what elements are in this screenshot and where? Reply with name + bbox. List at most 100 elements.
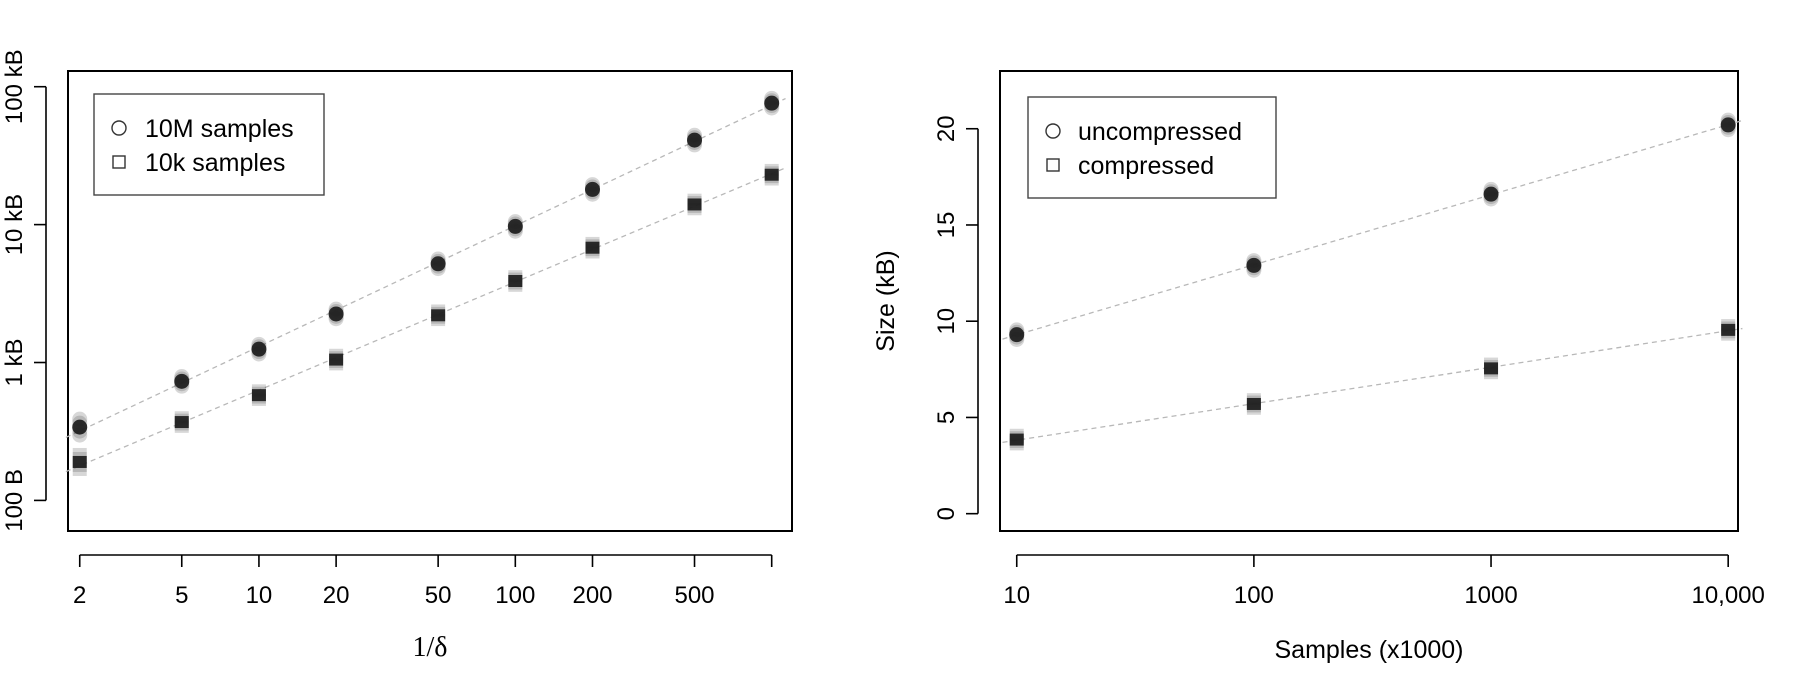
- circle-point: [1009, 322, 1025, 347]
- circle-point: [1246, 253, 1262, 278]
- circle-marker: [1246, 257, 1262, 273]
- square-marker: [431, 314, 446, 327]
- square-marker: [329, 355, 344, 368]
- circle-marker: [328, 308, 344, 324]
- circle-marker: [764, 98, 780, 114]
- square-marker: [687, 203, 702, 216]
- square-marker: [1246, 397, 1261, 410]
- circle-marker: [174, 373, 190, 389]
- x-tick-label: 200: [572, 582, 612, 609]
- circle-marker: [1720, 119, 1736, 135]
- circle-point: [764, 90, 780, 116]
- circle-point: [584, 177, 600, 202]
- circle-marker: [687, 132, 703, 148]
- left-legend-box: [93, 93, 325, 196]
- circle-marker: [1720, 122, 1736, 138]
- circle-marker: [1483, 186, 1499, 202]
- circle-marker: [328, 306, 344, 322]
- x-tick-label: 10: [1003, 582, 1030, 609]
- square-point: [251, 384, 266, 406]
- square-marker: [251, 393, 266, 406]
- circle-point: [251, 336, 267, 362]
- circle-point: [174, 369, 190, 394]
- x-tick-label: 10: [246, 582, 273, 609]
- circle-marker: [1246, 260, 1262, 276]
- x-tick-label: 500: [674, 582, 714, 609]
- legend-label-compressed: compressed: [1078, 152, 1214, 180]
- circle-marker: [584, 186, 600, 202]
- square-marker: [174, 418, 189, 431]
- square-marker: [1009, 438, 1024, 451]
- legend-circle-marker: [1045, 123, 1061, 139]
- square-marker: [1009, 433, 1024, 446]
- circle-marker: [251, 341, 267, 357]
- x-tick-label: 100: [495, 582, 535, 609]
- circle-marker: [251, 346, 267, 362]
- y-tick-label: 100 kB: [1, 49, 28, 124]
- right-data-points: [1009, 112, 1736, 451]
- circle-point: [328, 301, 344, 327]
- square-marker: [508, 275, 523, 288]
- x-tick-label: 2: [73, 582, 86, 609]
- square-point: [329, 348, 344, 371]
- square-marker: [174, 420, 189, 433]
- x-tick-label: 10,000: [1691, 582, 1764, 609]
- circle-marker: [1246, 262, 1262, 278]
- square-marker: [1246, 400, 1261, 413]
- circle-marker: [507, 223, 523, 239]
- trend-line: [65, 97, 786, 439]
- circle-marker: [1483, 191, 1499, 207]
- square-point: [431, 304, 446, 327]
- circle-marker: [430, 256, 446, 272]
- right-axes: 10 100 1000 10,000 0 5 10 15 20: [933, 115, 1765, 609]
- legend-square-marker: [1046, 158, 1060, 172]
- circle-marker: [72, 423, 88, 439]
- square-point: [687, 193, 702, 216]
- circle-marker: [72, 427, 88, 443]
- y-tick-label: 15: [933, 212, 960, 239]
- circle-marker: [72, 419, 88, 435]
- square-point: [585, 236, 600, 259]
- y-tick-label: 10: [933, 308, 960, 335]
- square-marker: [431, 309, 446, 322]
- square-marker: [72, 459, 87, 472]
- square-marker: [1009, 435, 1024, 448]
- y-tick-label: 10 kB: [1, 194, 28, 255]
- x-tick-label: 100: [1234, 582, 1274, 609]
- trend-line: [1002, 119, 1743, 340]
- square-marker: [1484, 362, 1499, 375]
- square-point: [1246, 393, 1261, 415]
- square-marker: [508, 277, 523, 290]
- square-marker: [329, 353, 344, 366]
- square-marker: [431, 311, 446, 324]
- square-point: [72, 447, 87, 476]
- y-tick-label: 1 kB: [1, 338, 28, 386]
- legend-label-10k: 10k samples: [145, 149, 285, 177]
- square-marker: [585, 246, 600, 259]
- right-y-axis-title: Size (kB): [872, 250, 900, 351]
- circle-point: [72, 411, 88, 443]
- square-marker: [764, 168, 779, 181]
- circle-point: [507, 214, 523, 239]
- square-marker: [72, 455, 87, 468]
- right-fit-lines: [1002, 119, 1743, 443]
- circle-marker: [1009, 327, 1025, 343]
- square-marker: [1721, 323, 1736, 336]
- right-legend: uncompressed compressed: [1027, 96, 1277, 199]
- x-tick-label: 50: [425, 582, 452, 609]
- square-marker: [687, 200, 702, 213]
- circle-marker: [1009, 329, 1025, 345]
- square-marker: [687, 198, 702, 211]
- circle-marker: [764, 95, 780, 111]
- legend-label-uncompressed: uncompressed: [1078, 118, 1242, 146]
- right-x-axis-title: Samples (x1000): [1275, 636, 1464, 664]
- circle-marker: [584, 181, 600, 197]
- circle-marker: [1720, 117, 1736, 133]
- square-point: [1484, 357, 1499, 380]
- x-tick-label: 1000: [1464, 582, 1517, 609]
- square-marker: [585, 244, 600, 257]
- x-tick-label: 5: [175, 582, 188, 609]
- square-marker: [1721, 328, 1736, 341]
- square-point: [1721, 319, 1736, 341]
